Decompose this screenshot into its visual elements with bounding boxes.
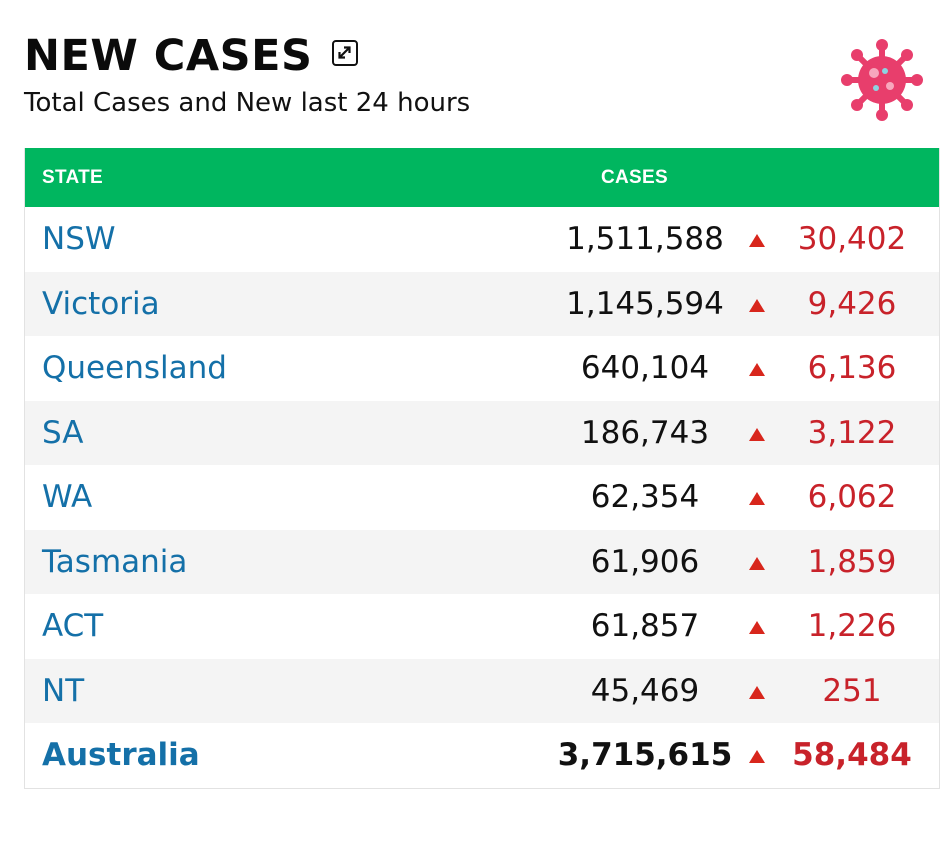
total-cases: 3,715,615: [557, 737, 733, 773]
table-row-total: Australia 3,715,615 58,484: [25, 723, 939, 788]
up-arrow-icon: [749, 492, 765, 505]
new-cases: 58,484: [792, 737, 912, 773]
expand-icon[interactable]: [332, 40, 359, 66]
state-name[interactable]: Victoria: [42, 285, 160, 322]
total-cases: 61,906: [590, 543, 700, 580]
table-row: Queensland 640,104 6,136: [25, 336, 939, 401]
total-cases: 1,511,588: [566, 221, 724, 257]
new-cases: 6,062: [807, 479, 897, 515]
widget-header: NEW CASES Total Cases and New last 24 ho…: [24, 28, 924, 138]
table-row: NSW 1,511,588 30,402: [25, 207, 939, 272]
up-arrow-icon: [749, 298, 765, 312]
table-row: ACT 61,857 1,226: [25, 594, 939, 659]
column-header-cases[interactable]: CASES: [601, 166, 668, 188]
new-cases: 6,136: [807, 350, 897, 386]
new-cases: 1,226: [807, 608, 897, 644]
state-name[interactable]: WA: [42, 479, 93, 515]
table-row: SA 186,743 3,122: [25, 400, 939, 465]
total-cases: 640,104: [580, 350, 710, 386]
total-cases: 1,145,594: [566, 285, 724, 322]
state-name[interactable]: ACT: [42, 608, 104, 644]
up-arrow-icon: [749, 363, 765, 376]
new-cases: 30,402: [797, 221, 907, 257]
up-arrow-icon: [749, 234, 765, 247]
table-row: NT 45,469 251: [25, 658, 939, 723]
page-title: NEW CASES: [24, 31, 313, 81]
up-arrow-icon: [749, 427, 765, 441]
state-name[interactable]: Tasmania: [42, 543, 188, 580]
state-name[interactable]: SA: [42, 414, 84, 451]
state-name[interactable]: NT: [42, 672, 85, 709]
table-row: WA 62,354 6,062: [25, 465, 939, 530]
new-cases: 9,426: [807, 285, 897, 322]
table-header: STATE CASES: [25, 148, 939, 207]
total-cases: 61,857: [590, 608, 700, 644]
up-arrow-icon: [749, 685, 765, 699]
title-row: NEW CASES: [24, 28, 924, 84]
up-arrow-icon: [749, 556, 765, 570]
new-cases: 3,122: [807, 414, 897, 451]
new-cases: 251: [822, 672, 882, 709]
state-name[interactable]: NSW: [42, 221, 116, 257]
up-arrow-icon: [749, 621, 765, 634]
state-name[interactable]: Queensland: [42, 350, 227, 386]
total-cases: 45,469: [590, 672, 700, 709]
cases-table: STATE CASES NSW 1,511,588 30,402 Victori…: [24, 148, 940, 789]
new-cases: 1,859: [807, 543, 897, 580]
table-row: Victoria 1,145,594 9,426: [25, 271, 939, 336]
column-header-state[interactable]: STATE: [42, 166, 103, 188]
virus-icon: [841, 39, 923, 121]
total-cases: 186,743: [580, 414, 710, 451]
up-arrow-icon: [749, 750, 765, 763]
total-cases: 62,354: [590, 479, 700, 515]
page-subtitle: Total Cases and New last 24 hours: [24, 88, 471, 118]
table-row: Tasmania 61,906 1,859: [25, 529, 939, 594]
state-name[interactable]: Australia: [42, 737, 200, 773]
